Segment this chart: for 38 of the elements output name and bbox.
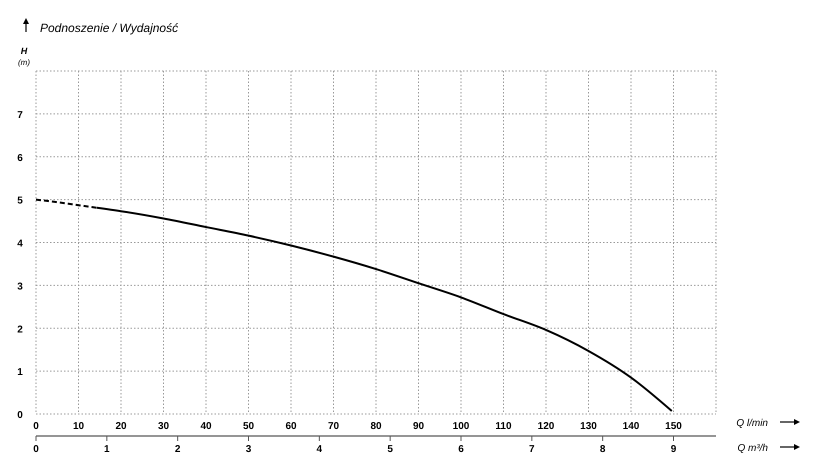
x2-tick-label: 5 <box>387 444 394 455</box>
x-tick-label: 80 <box>370 421 382 432</box>
y-tick-label: 0 <box>17 410 24 421</box>
x2-tick-label: 6 <box>458 444 464 455</box>
y-tick-label: 4 <box>17 238 24 250</box>
x2-tick-label: 7 <box>529 444 536 455</box>
x2-tick-label: 8 <box>600 444 606 455</box>
x-tick-label: 70 <box>328 421 340 432</box>
x-tick-label: 50 <box>242 421 254 432</box>
x2-tick-label: 3 <box>246 444 252 455</box>
x-tick-label: 40 <box>200 421 212 432</box>
x2-axis-title: Q m³/h <box>737 443 768 454</box>
x-axis-title: Q l/min <box>736 418 768 429</box>
x2-tick-label: 4 <box>316 444 323 455</box>
x-tick-label: 60 <box>285 421 297 432</box>
y-tick-label: 6 <box>17 152 24 164</box>
y-axis-title: H (m) <box>18 46 30 67</box>
x2-tick-label: 0 <box>33 444 40 455</box>
x-tick-label: 10 <box>72 421 84 432</box>
y-tick-label: 5 <box>17 196 24 207</box>
x2-tick-label: 9 <box>670 444 677 455</box>
x-tick-label: 140 <box>622 421 640 432</box>
chart-title: Podnoszenie / Wydajność <box>40 21 178 35</box>
x-tick-label: 110 <box>495 421 512 432</box>
x-tick-label: 30 <box>158 421 170 432</box>
y-tick-label: 3 <box>17 281 24 292</box>
x-tick-label: 120 <box>538 421 555 432</box>
x2-tick-label: 1 <box>104 444 110 455</box>
y-tick-label: 7 <box>17 110 24 121</box>
x-tick-label: 130 <box>580 421 598 432</box>
y-tick-label: 1 <box>17 367 24 378</box>
y-tick-label: 2 <box>17 324 24 336</box>
x-tick-label: 90 <box>412 421 424 432</box>
x-tick-label: 100 <box>452 421 470 432</box>
x-tick-label: 0 <box>33 421 40 432</box>
x-tick-label: 150 <box>665 421 682 432</box>
x2-tick-label: 2 <box>174 444 181 455</box>
x-tick-label: 20 <box>115 421 127 432</box>
